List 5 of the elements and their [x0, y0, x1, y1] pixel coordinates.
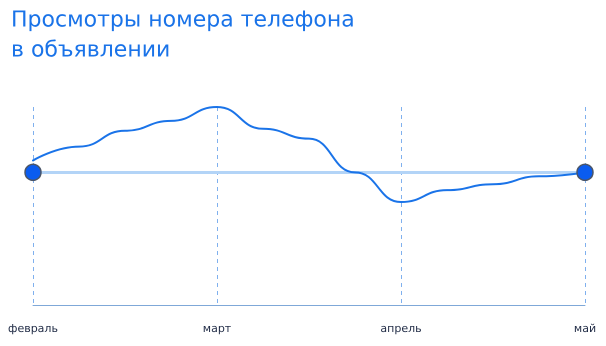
x-tick-label: февраль — [8, 322, 58, 335]
x-tick-label: апрель — [380, 322, 422, 335]
x-tick-label: май — [574, 322, 596, 335]
chart-title: Просмотры номера телефона в объявлении — [11, 8, 355, 62]
x-tick-label: март — [202, 322, 232, 335]
